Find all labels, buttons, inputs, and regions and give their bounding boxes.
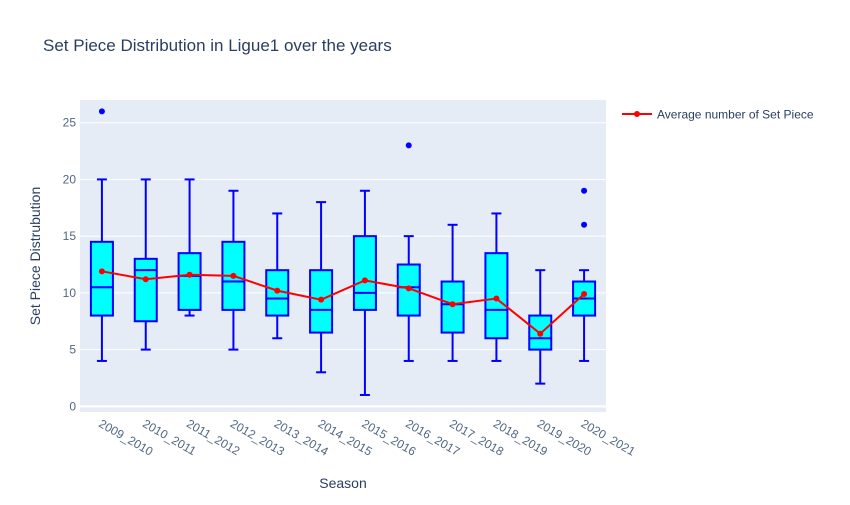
outlier-point xyxy=(405,142,412,149)
average-point xyxy=(186,271,193,278)
legend-marker-swatch xyxy=(634,111,640,117)
average-point xyxy=(405,285,412,292)
average-point xyxy=(318,296,325,303)
plot-area xyxy=(80,100,606,412)
y-tick-label: 15 xyxy=(63,229,77,243)
average-point xyxy=(537,330,544,337)
average-point xyxy=(230,272,237,279)
average-line xyxy=(101,270,585,336)
box-iqr xyxy=(177,252,202,311)
legend[interactable]: Average number of Set Piece xyxy=(622,108,814,122)
box-2020_2021 xyxy=(572,187,597,362)
outlier-point xyxy=(581,221,588,228)
y-tick-label: 10 xyxy=(63,286,77,300)
y-tick-label: 20 xyxy=(63,172,77,186)
y-tick-label: 0 xyxy=(69,399,76,413)
average-point xyxy=(493,295,500,302)
y-tick-label: 25 xyxy=(63,116,77,130)
box-2009_2010 xyxy=(89,108,114,362)
boxes-layer xyxy=(89,108,597,396)
average-point xyxy=(361,277,368,284)
box-2015_2016 xyxy=(352,189,377,396)
outlier-point xyxy=(98,108,105,115)
grid-layer xyxy=(80,122,606,408)
average-point xyxy=(449,301,456,308)
legend-label-average: Average number of Set Piece xyxy=(657,108,814,122)
average-line-layer xyxy=(98,268,588,337)
box-2019_2020 xyxy=(528,269,553,385)
outlier-point xyxy=(581,187,588,194)
box-iqr xyxy=(133,257,158,323)
y-tick-label: 5 xyxy=(69,343,76,357)
average-point xyxy=(142,276,149,283)
box-iqr xyxy=(352,235,377,311)
y-tick-labels: 0 5 10 15 20 25 xyxy=(63,116,77,414)
average-point xyxy=(98,268,105,275)
x-axis-title: Season xyxy=(319,475,366,491)
box-2010_2011 xyxy=(133,178,158,351)
average-point xyxy=(274,287,281,294)
chart-title: Set Piece Distribution in Ligue1 over th… xyxy=(43,36,392,55)
average-point xyxy=(581,291,588,298)
y-axis-title: Set Piece Distrubution xyxy=(27,187,43,326)
box-iqr xyxy=(89,240,114,317)
